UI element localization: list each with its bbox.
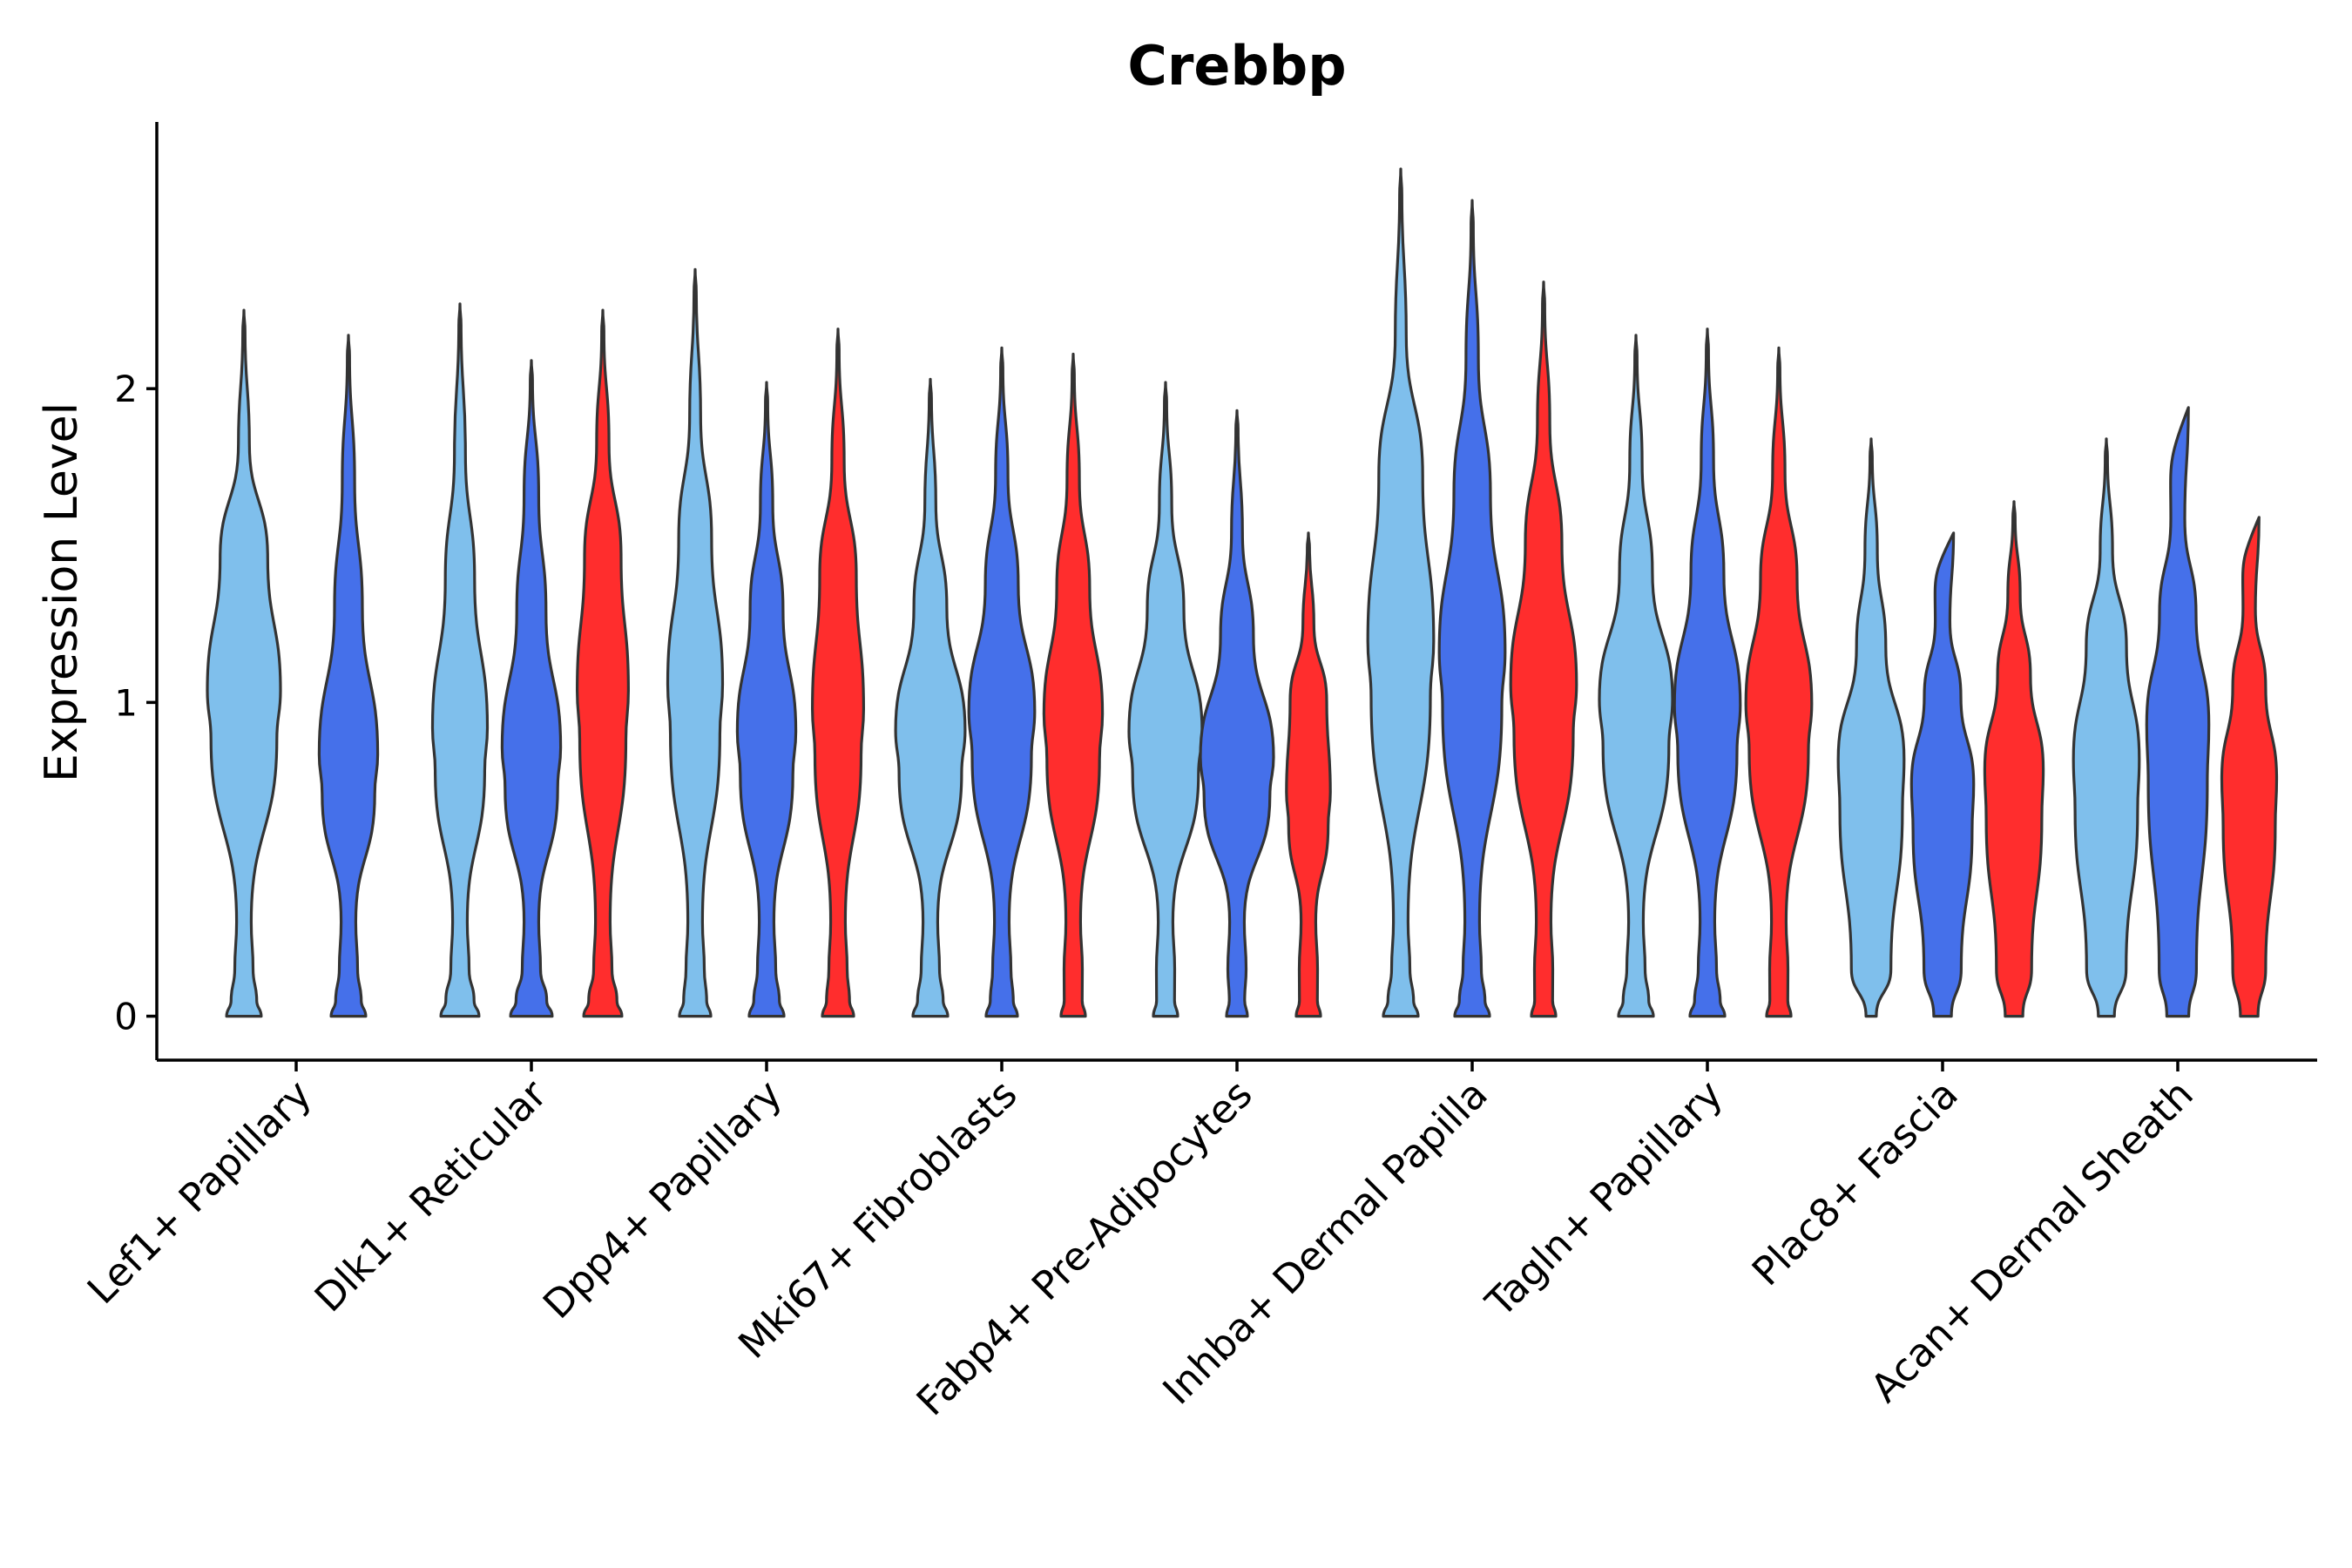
chart-title: Crebbp [1127, 34, 1346, 98]
violin-shape [1509, 280, 1578, 1018]
violin-shape [430, 302, 490, 1018]
violin-shape [1042, 352, 1105, 1018]
violin-shape [500, 359, 563, 1018]
violin-group [2072, 406, 2279, 1018]
violin-shape [1366, 167, 1436, 1018]
violin-group [1598, 328, 1814, 1018]
y-tick-label: 1 [114, 681, 138, 724]
violin-group [1127, 381, 1332, 1018]
violin-shape [1909, 531, 1976, 1018]
y-tick-label: 2 [114, 368, 138, 410]
violin-group [206, 308, 380, 1018]
violin-shape [1983, 500, 2045, 1018]
violin-shape [2145, 406, 2211, 1018]
violin-group [1836, 437, 2045, 1018]
violin-shape [1285, 531, 1332, 1018]
violin-group [666, 267, 865, 1018]
x-tick-label: Plac8+ Fascia [1743, 1071, 1967, 1294]
violin-group [894, 346, 1105, 1018]
violin-shape [894, 377, 967, 1018]
violin-shape [1673, 328, 1742, 1018]
violin-shape [967, 346, 1037, 1018]
violin-shape [735, 381, 798, 1018]
y-axis-label: Expression Level [36, 402, 88, 782]
violin-shape [1836, 437, 1906, 1018]
violin-shape [1744, 346, 1814, 1018]
violin-shape [1437, 199, 1507, 1018]
violin-shape [576, 308, 630, 1018]
violin-group [430, 302, 630, 1018]
plot-area [206, 167, 2279, 1018]
violin-shape [811, 328, 865, 1018]
violin-group [1366, 167, 1578, 1018]
violin-shape [1598, 334, 1674, 1018]
violin-shape [2220, 516, 2279, 1018]
violin-shape [666, 267, 725, 1018]
y-axis-ticks: 0 1 2 [114, 368, 157, 1038]
violin-shape [2072, 437, 2141, 1018]
violin-shape [317, 334, 380, 1018]
y-tick-label: 0 [114, 996, 138, 1038]
x-tick-label: Dpp4+ Papillary [534, 1071, 791, 1328]
x-tick-label: Lef1+ Papillary [78, 1071, 321, 1313]
x-tick-label: Tagln+ Papillary [1477, 1071, 1732, 1326]
violin-shape [1199, 409, 1275, 1018]
violin-shape [206, 308, 282, 1018]
x-tick-label: Dlk1+ Reticular [306, 1071, 556, 1321]
violin-shape [1127, 381, 1204, 1018]
